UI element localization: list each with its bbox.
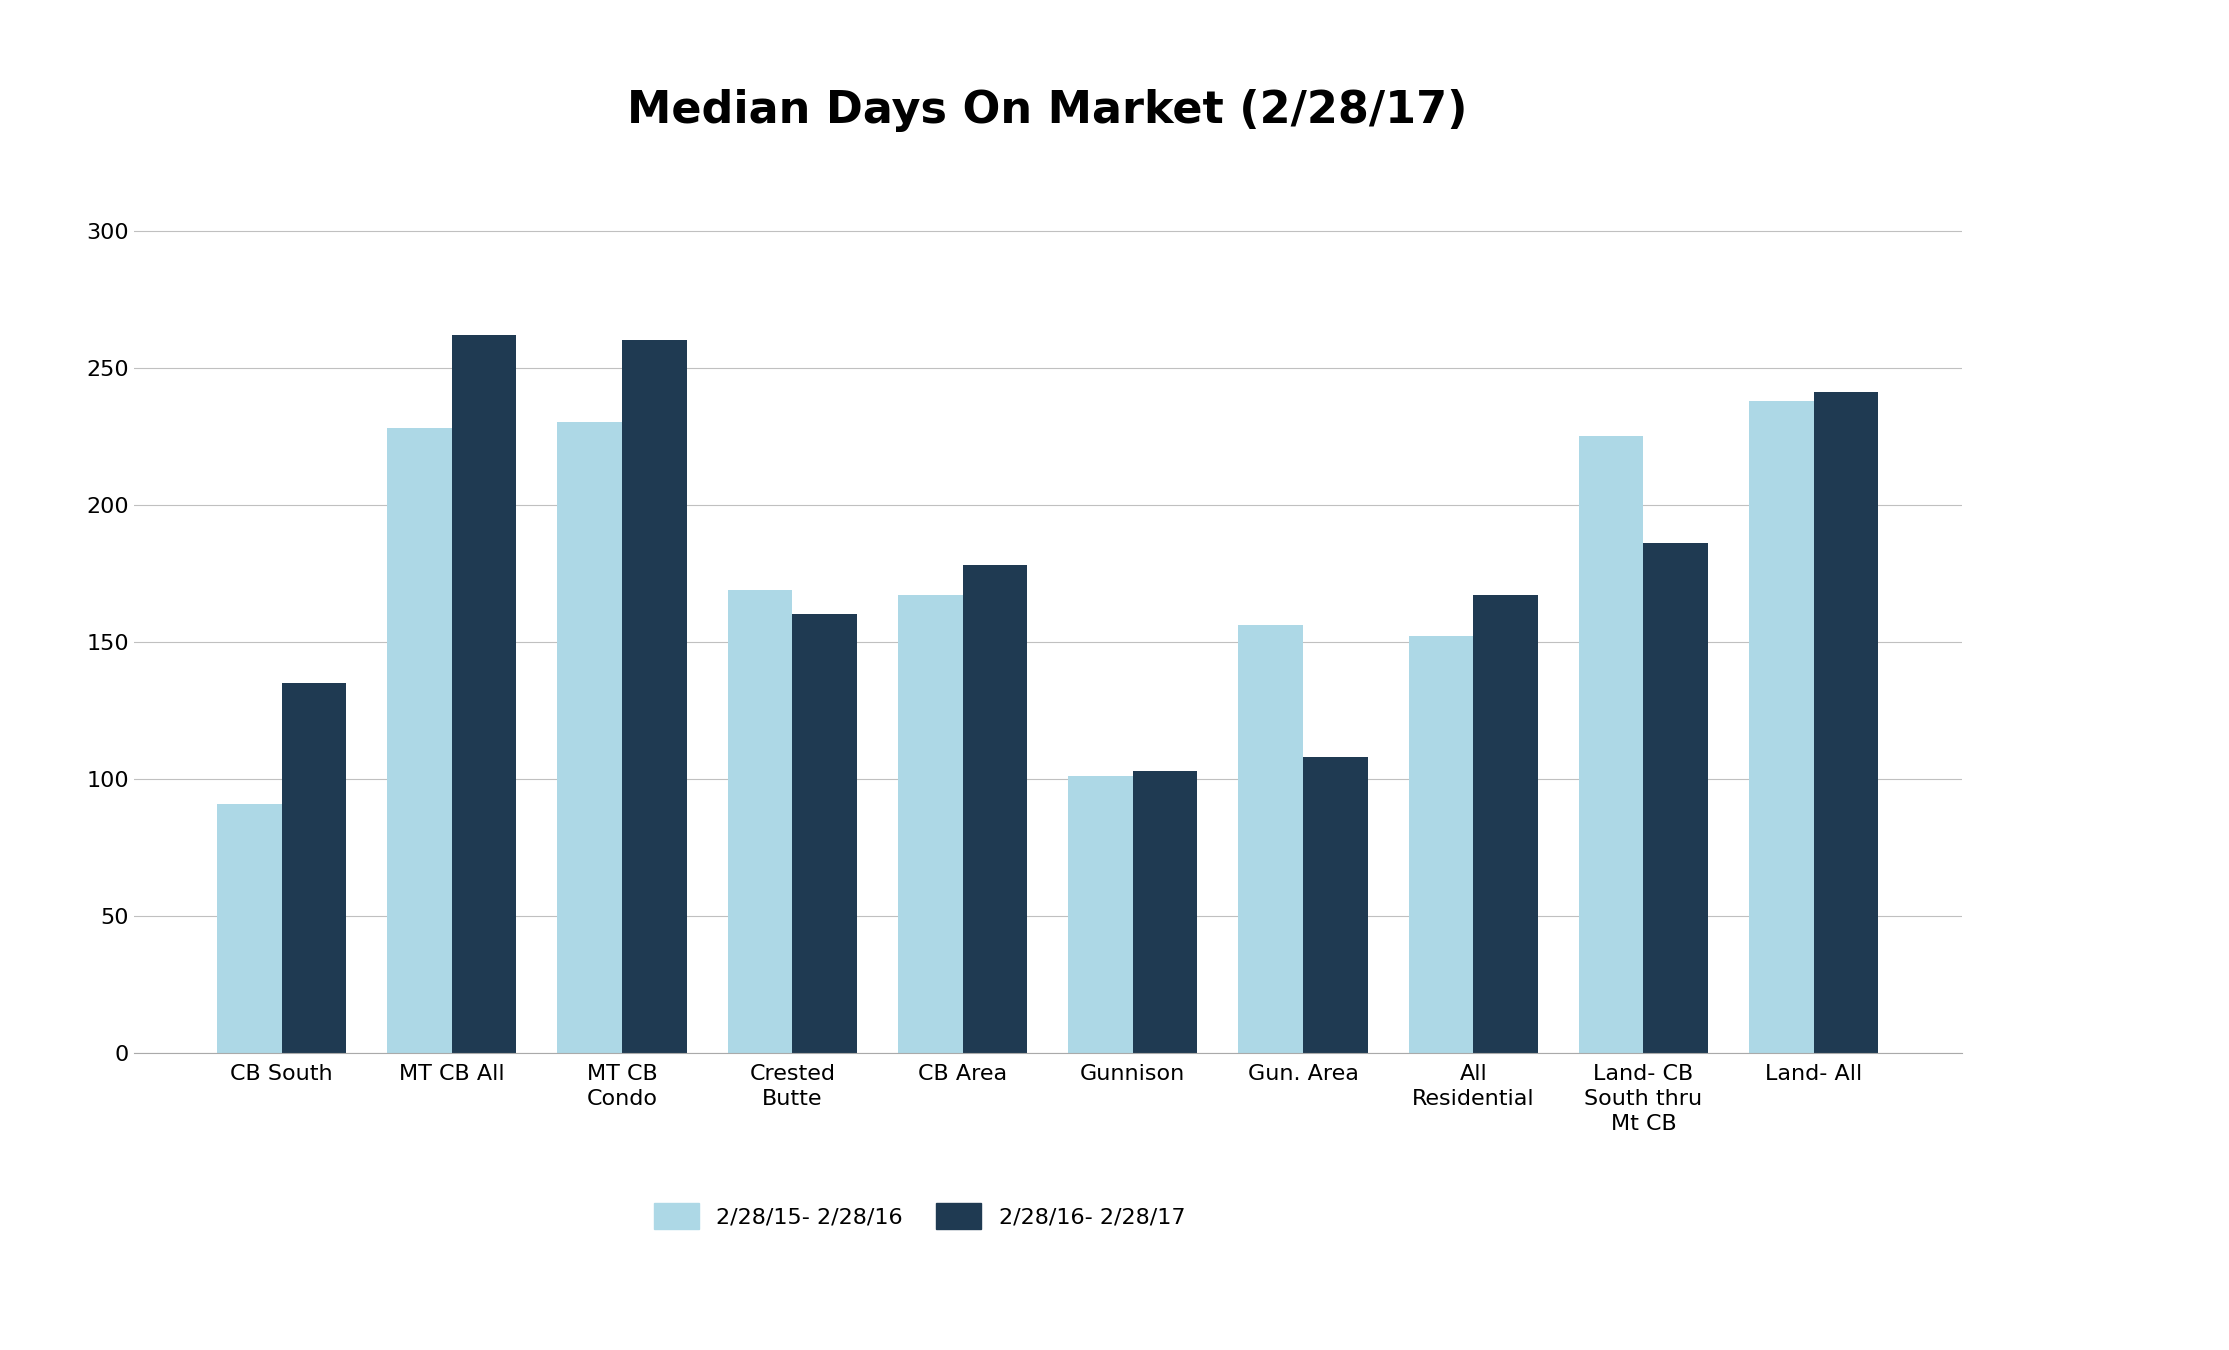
Bar (963, 566, 1028, 1053)
Title: Median Days On Market (2/28/17): Median Days On Market (2/28/17) (626, 89, 1469, 132)
Bar (1643, 543, 1707, 1053)
Bar (216, 803, 281, 1053)
Bar (1578, 436, 1643, 1053)
Bar (281, 683, 345, 1053)
Bar (898, 595, 963, 1053)
Bar (1304, 757, 1369, 1053)
Bar (622, 340, 687, 1053)
Bar (1068, 776, 1132, 1053)
Bar (1239, 625, 1304, 1053)
Bar (1132, 771, 1197, 1053)
Bar (727, 590, 791, 1053)
Bar (388, 428, 452, 1053)
Bar (1473, 595, 1538, 1053)
Bar (1409, 636, 1473, 1053)
Legend: 2/28/15- 2/28/16, 2/28/16- 2/28/17: 2/28/15- 2/28/16, 2/28/16- 2/28/17 (646, 1195, 1195, 1238)
Bar (1750, 401, 1814, 1053)
Bar (452, 335, 517, 1053)
Bar (1814, 393, 1879, 1053)
Bar (557, 423, 622, 1053)
Bar (791, 614, 856, 1053)
